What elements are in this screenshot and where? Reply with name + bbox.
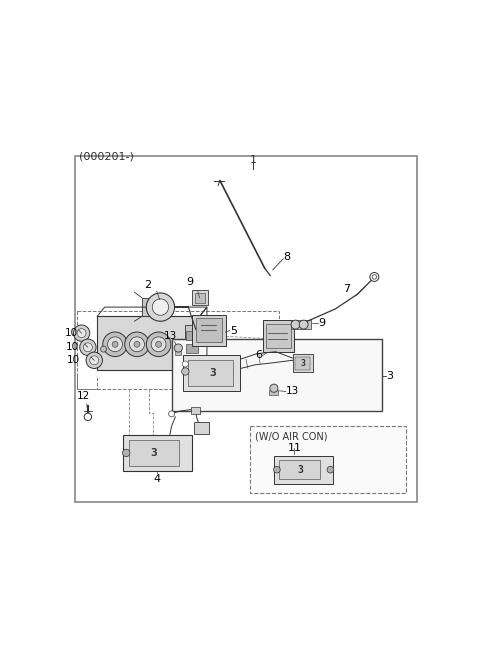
Circle shape: [327, 466, 334, 473]
Circle shape: [84, 343, 92, 352]
Circle shape: [84, 413, 92, 420]
Bar: [192, 314, 226, 346]
Bar: [142, 298, 160, 316]
Text: 10: 10: [66, 342, 79, 352]
Circle shape: [130, 337, 144, 352]
Circle shape: [174, 344, 182, 352]
Bar: [188, 360, 233, 386]
Text: 3: 3: [209, 368, 216, 378]
Circle shape: [90, 356, 99, 365]
Bar: [263, 320, 294, 352]
Bar: [196, 318, 222, 342]
Circle shape: [73, 325, 90, 341]
Circle shape: [122, 449, 130, 457]
Bar: [279, 461, 321, 479]
Text: 8: 8: [283, 252, 290, 262]
Bar: [194, 422, 209, 434]
Bar: [192, 291, 208, 305]
Circle shape: [146, 332, 171, 357]
Text: 3: 3: [386, 371, 394, 381]
Text: 10: 10: [65, 328, 78, 338]
Circle shape: [152, 299, 168, 316]
Text: 13: 13: [286, 386, 300, 396]
Bar: [123, 436, 192, 471]
Text: 9: 9: [319, 318, 325, 328]
Text: (W/O AIR CON): (W/O AIR CON): [255, 432, 328, 441]
Circle shape: [156, 341, 162, 347]
Circle shape: [372, 275, 377, 279]
Circle shape: [134, 341, 140, 347]
Bar: [274, 456, 334, 483]
Circle shape: [181, 368, 189, 375]
Circle shape: [299, 320, 308, 329]
Text: 3: 3: [300, 359, 305, 368]
Text: 3: 3: [297, 464, 303, 475]
Bar: [97, 316, 200, 371]
Bar: [77, 311, 279, 389]
Text: 13: 13: [164, 331, 178, 340]
Text: 5: 5: [230, 325, 238, 335]
Text: 11: 11: [288, 443, 301, 453]
Bar: [192, 407, 200, 414]
Circle shape: [168, 411, 175, 417]
Circle shape: [182, 361, 188, 367]
Bar: [195, 293, 205, 302]
Bar: [186, 331, 198, 340]
Circle shape: [274, 466, 280, 473]
Circle shape: [270, 384, 278, 392]
Text: 2: 2: [144, 279, 151, 289]
Text: (000201-): (000201-): [79, 152, 133, 162]
Circle shape: [112, 341, 118, 347]
Bar: [183, 356, 240, 391]
Bar: [175, 351, 181, 356]
Circle shape: [103, 332, 127, 357]
Circle shape: [146, 293, 175, 321]
Bar: [186, 344, 198, 353]
Bar: [295, 357, 310, 369]
Bar: [185, 325, 200, 367]
Bar: [292, 354, 313, 372]
Bar: [269, 390, 278, 395]
Bar: [291, 320, 312, 329]
Bar: [266, 324, 291, 348]
Text: 12: 12: [77, 391, 90, 401]
Text: 4: 4: [153, 474, 160, 483]
Text: 10: 10: [67, 356, 80, 365]
Text: 3: 3: [150, 448, 157, 458]
Circle shape: [86, 352, 102, 369]
Circle shape: [80, 339, 96, 356]
Circle shape: [125, 332, 149, 357]
Bar: [129, 440, 179, 466]
Text: 6: 6: [255, 350, 263, 360]
Circle shape: [77, 329, 86, 338]
Text: 9: 9: [187, 277, 194, 287]
Bar: [250, 426, 406, 493]
Circle shape: [100, 346, 107, 352]
Circle shape: [151, 337, 166, 352]
Text: 1: 1: [250, 155, 257, 165]
Circle shape: [108, 337, 122, 352]
Circle shape: [370, 272, 379, 281]
Bar: [172, 338, 382, 411]
Text: 7: 7: [343, 284, 350, 294]
Circle shape: [291, 320, 300, 329]
